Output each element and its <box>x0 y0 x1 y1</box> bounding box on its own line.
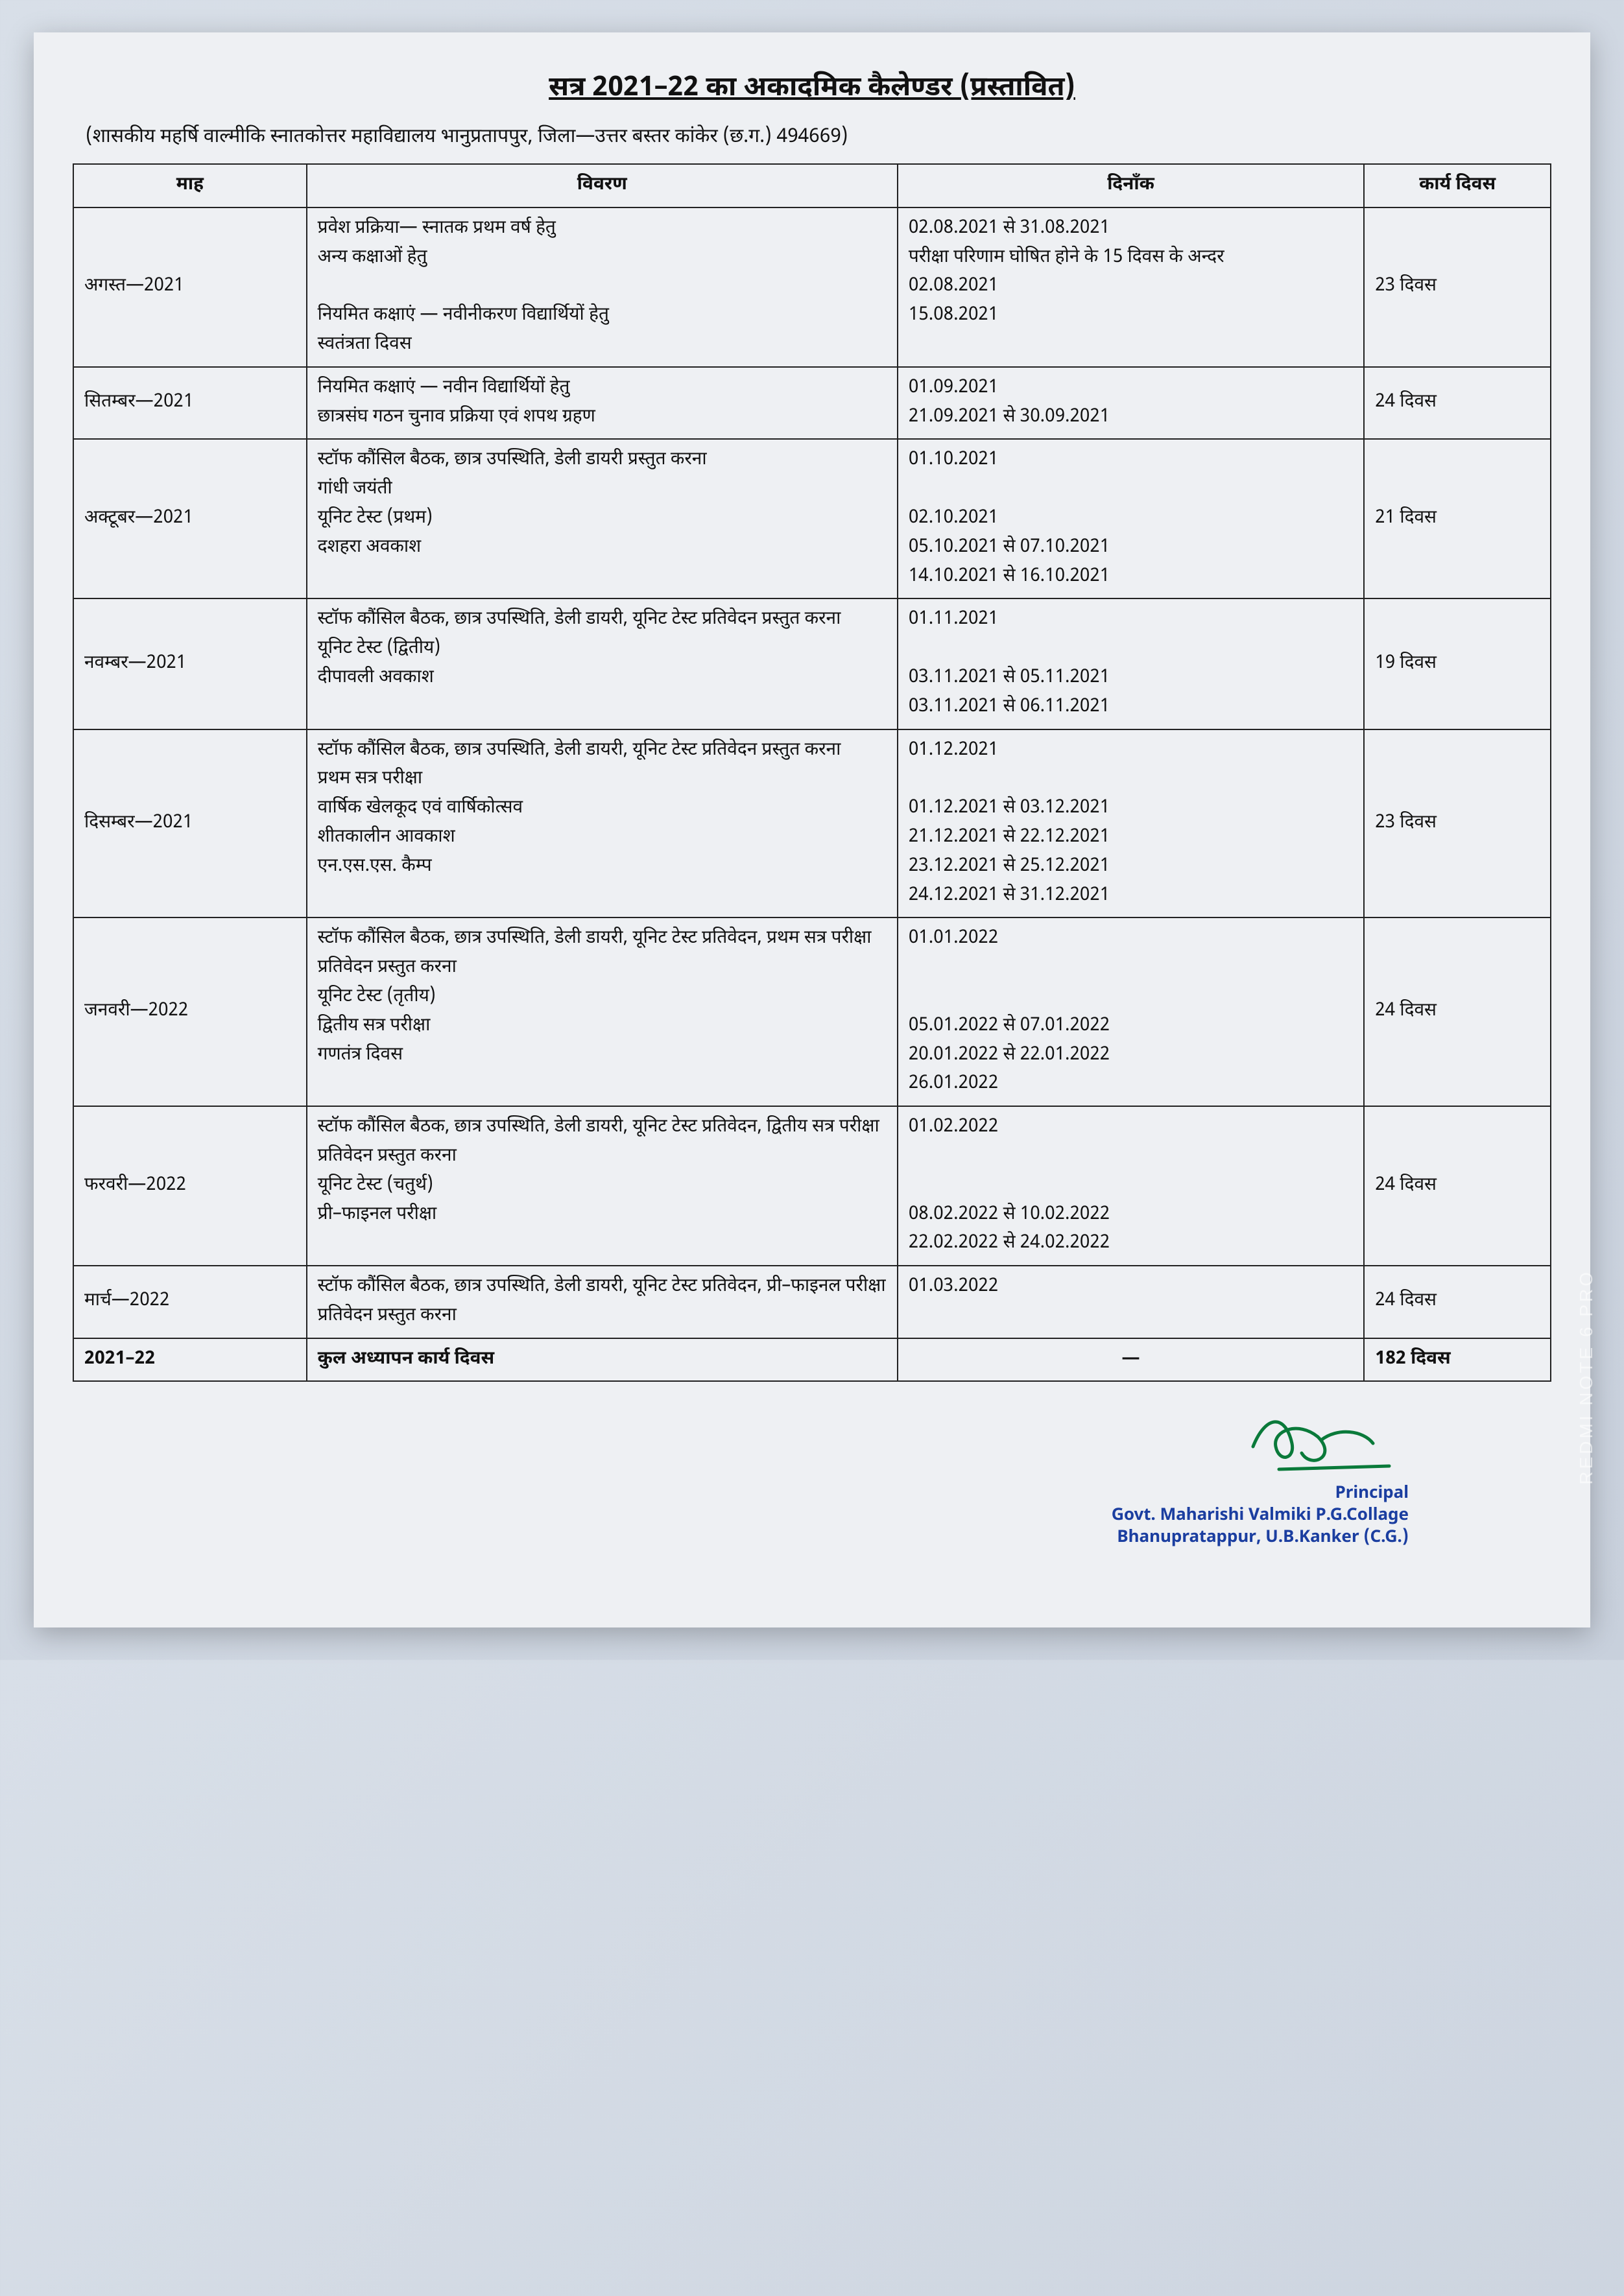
cell-days: 23 दिवस <box>1364 207 1551 367</box>
col-days: कार्य दिवस <box>1364 164 1551 207</box>
table-row: मार्च—2022स्टॉफ कौंसिल बैठक, छात्र उपस्थ… <box>73 1266 1551 1338</box>
table-row: अगस्त—2021प्रवेश प्रक्रिया— स्नातक प्रथम… <box>73 207 1551 367</box>
cell-dates: 01.01.2022 05.01.2022 से 07.01.2022 20.0… <box>898 917 1364 1106</box>
signature-principal: Principal <box>73 1484 1409 1506</box>
cell-month: दिसम्बर—2021 <box>73 729 307 918</box>
cell-days: 19 दिवस <box>1364 598 1551 729</box>
page-subtitle: (शासकीय महर्षि वाल्मीकि स्नातकोत्तर महाव… <box>73 125 1551 150</box>
cell-days: 24 दिवस <box>1364 367 1551 440</box>
cell-dates: 01.11.2021 03.11.2021 से 05.11.2021 03.1… <box>898 598 1364 729</box>
table-row: दिसम्बर—2021स्टॉफ कौंसिल बैठक, छात्र उपस… <box>73 729 1551 918</box>
total-days: 182 दिवस <box>1364 1338 1551 1382</box>
total-label: कुल अध्यापन कार्य दिवस <box>307 1338 898 1382</box>
cell-dates: 01.12.2021 01.12.2021 से 03.12.2021 21.1… <box>898 729 1364 918</box>
signature-icon <box>1240 1408 1409 1479</box>
table-row: नवम्बर—2021स्टॉफ कौंसिल बैठक, छात्र उपस्… <box>73 598 1551 729</box>
cell-desc: स्टॉफ कौंसिल बैठक, छात्र उपस्थिति, डेली … <box>307 1106 898 1266</box>
cell-desc: नियमित कक्षाएं — नवीन विद्यार्थियों हेतु… <box>307 367 898 440</box>
signature-text: Principal Govt. Maharishi Valmiki P.G.Co… <box>73 1484 1409 1549</box>
cell-days: 24 दिवस <box>1364 1266 1551 1338</box>
cell-dates: 01.02.2022 08.02.2022 से 10.02.2022 22.0… <box>898 1106 1364 1266</box>
cell-days: 23 दिवस <box>1364 729 1551 918</box>
cell-days: 24 दिवस <box>1364 917 1551 1106</box>
cell-month: जनवरी—2022 <box>73 917 307 1106</box>
table-total-row: 2021–22कुल अध्यापन कार्य दिवस—182 दिवस <box>73 1338 1551 1382</box>
cell-dates: 01.10.2021 02.10.2021 05.10.2021 से 07.1… <box>898 439 1364 598</box>
cell-days: 21 दिवस <box>1364 439 1551 598</box>
col-desc: विवरण <box>307 164 898 207</box>
cell-desc: प्रवेश प्रक्रिया— स्नातक प्रथम वर्ष हेतु… <box>307 207 898 367</box>
cell-desc: स्टॉफ कौंसिल बैठक, छात्र उपस्थिति, डेली … <box>307 598 898 729</box>
total-year: 2021–22 <box>73 1338 307 1382</box>
cell-days: 24 दिवस <box>1364 1106 1551 1266</box>
calendar-table: माह विवरण दिनाँक कार्य दिवस अगस्त—2021प्… <box>73 163 1551 1382</box>
document-page: सत्र 2021–22 का अकादमिक कैलेण्डर (प्रस्त… <box>34 32 1590 1627</box>
cell-month: मार्च—2022 <box>73 1266 307 1338</box>
table-row: फरवरी—2022स्टॉफ कौंसिल बैठक, छात्र उपस्थ… <box>73 1106 1551 1266</box>
cell-month: सितम्बर—2021 <box>73 367 307 440</box>
cell-desc: स्टॉफ कौंसिल बैठक, छात्र उपस्थिति, डेली … <box>307 439 898 598</box>
signature-line1: Govt. Maharishi Valmiki P.G.Collage <box>73 1506 1409 1528</box>
table-body: अगस्त—2021प्रवेश प्रक्रिया— स्नातक प्रथम… <box>73 207 1551 1382</box>
cell-desc: स्टॉफ कौंसिल बैठक, छात्र उपस्थिति, डेली … <box>307 1266 898 1338</box>
table-row: अक्टूबर—2021स्टॉफ कौंसिल बैठक, छात्र उपस… <box>73 439 1551 598</box>
cell-desc: स्टॉफ कौंसिल बैठक, छात्र उपस्थिति, डेली … <box>307 729 898 918</box>
cell-dates: 02.08.2021 से 31.08.2021 परीक्षा परिणाम … <box>898 207 1364 367</box>
cell-dates: 01.03.2022 <box>898 1266 1364 1338</box>
table-header-row: माह विवरण दिनाँक कार्य दिवस <box>73 164 1551 207</box>
cell-month: फरवरी—2022 <box>73 1106 307 1266</box>
table-row: जनवरी—2022स्टॉफ कौंसिल बैठक, छात्र उपस्थ… <box>73 917 1551 1106</box>
signature-line2: Bhanupratappur, U.B.Kanker (C.G.) <box>73 1528 1409 1550</box>
cell-desc: स्टॉफ कौंसिल बैठक, छात्र उपस्थिति, डेली … <box>307 917 898 1106</box>
cell-dates: 01.09.2021 21.09.2021 से 30.09.2021 <box>898 367 1364 440</box>
cell-month: अक्टूबर—2021 <box>73 439 307 598</box>
cell-month: नवम्बर—2021 <box>73 598 307 729</box>
col-month: माह <box>73 164 307 207</box>
cell-month: अगस्त—2021 <box>73 207 307 367</box>
col-dates: दिनाँक <box>898 164 1364 207</box>
signature-block: Principal Govt. Maharishi Valmiki P.G.Co… <box>73 1408 1551 1549</box>
total-dash: — <box>898 1338 1364 1382</box>
page-title: सत्र 2021–22 का अकादमिक कैलेण्डर (प्रस्त… <box>73 71 1551 107</box>
table-row: सितम्बर—2021नियमित कक्षाएं — नवीन विद्या… <box>73 367 1551 440</box>
device-watermark: REDMI NOTE 6 PRO <box>1576 1270 1597 1485</box>
